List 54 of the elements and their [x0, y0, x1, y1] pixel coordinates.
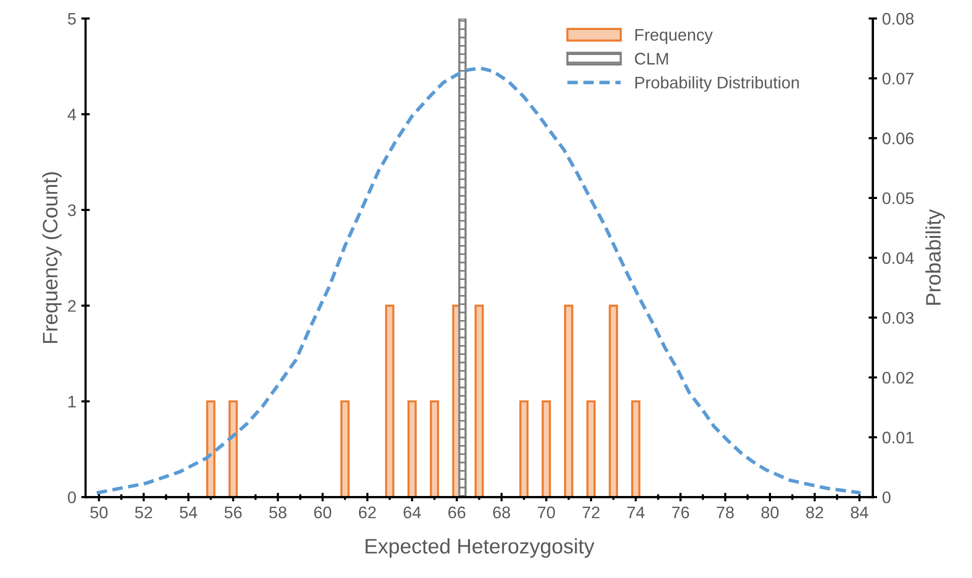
y2-tick-label: 0.08	[882, 12, 914, 25]
bar	[228, 400, 238, 498]
x-tick-label: 68	[493, 506, 510, 518]
y2-axis-title: Probability	[925, 209, 945, 305]
y2-tick-label: 0.01	[882, 432, 914, 444]
bar	[586, 400, 596, 498]
line-series	[94, 66, 862, 495]
x-tick-label: 56	[224, 506, 242, 518]
bar	[608, 304, 618, 498]
y2-tick-label: 0.02	[882, 372, 914, 384]
y2-tick-label: 0.04	[882, 252, 914, 264]
bar	[458, 18, 467, 498]
y2-tick-label: 0.03	[882, 312, 914, 324]
bar	[407, 400, 417, 498]
bar	[474, 304, 484, 498]
bar	[631, 400, 640, 498]
x-tick-label: 64	[404, 506, 421, 518]
x-tick-label: 50	[90, 506, 108, 518]
y-axis-title: Frequency (Count)	[42, 172, 62, 343]
bar	[206, 400, 216, 498]
y2-tick-label: 0.07	[882, 72, 914, 85]
y2-tick-label: 0.06	[882, 132, 914, 144]
x-tick-label: 58	[269, 506, 286, 518]
y-tick-label: 2	[68, 300, 76, 312]
x-tick-label: 82	[806, 506, 824, 518]
bar	[564, 304, 574, 498]
bar	[385, 304, 394, 498]
y-tick-label: 0	[68, 491, 76, 504]
x-axis-title: Expected Heterozygosity	[366, 538, 594, 558]
bar	[430, 400, 440, 498]
x-tick-label: 70	[538, 506, 555, 518]
x-tick-label: 74	[627, 506, 645, 518]
x-tick-label: 66	[448, 506, 466, 518]
legend-label: Frequency	[635, 29, 713, 44]
bar	[340, 400, 350, 498]
x-tick-label: 54	[180, 506, 198, 518]
y-tick-label: 4	[68, 108, 76, 120]
y-tick-label: 1	[68, 396, 76, 408]
x-tick-label: 76	[672, 506, 690, 518]
x-tick-label: 60	[314, 506, 332, 518]
x-tick-label: 62	[358, 506, 376, 518]
x-tick-label: 52	[135, 506, 152, 518]
y2-tick-label: 0.05	[882, 192, 914, 204]
bar	[542, 400, 551, 498]
y2-tick-label: 0	[882, 491, 890, 504]
legend-label: CLM	[634, 52, 668, 65]
x-tick-label: 80	[761, 506, 779, 518]
x-tick-label: 78	[716, 506, 734, 518]
y-tick-label: 5	[68, 13, 76, 25]
legend-label: Probability Distribution	[635, 76, 799, 92]
x-tick-label: 72	[582, 506, 600, 518]
x-tick-label: 84	[850, 506, 868, 518]
bar	[519, 400, 529, 498]
y-tick-label: 3	[68, 204, 76, 216]
